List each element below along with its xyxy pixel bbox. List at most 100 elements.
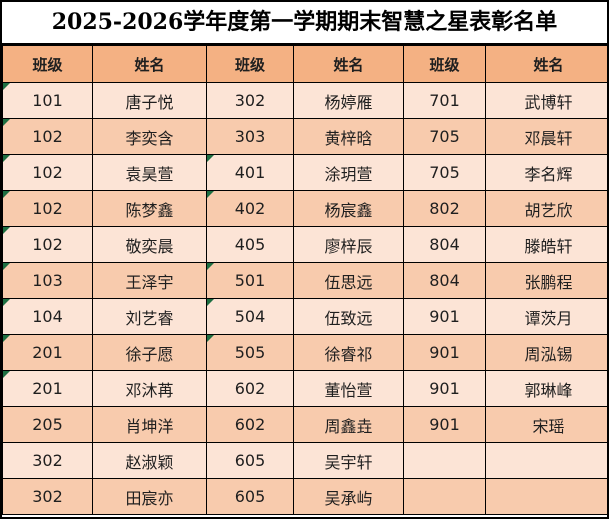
class-cell[interactable]: 102 — [2, 154, 93, 191]
name-cell[interactable]: 谭茨月 — [485, 298, 607, 335]
number-as-text-flag-icon — [207, 263, 214, 270]
class-cell[interactable]: 705 — [403, 154, 486, 191]
number-as-text-flag-icon — [3, 335, 10, 342]
class-cell[interactable]: 401 — [206, 154, 294, 191]
class-cell[interactable]: 101 — [2, 82, 93, 119]
name-cell[interactable]: 吴宇轩 — [293, 442, 404, 479]
name-cell[interactable]: 邓晨轩 — [485, 118, 607, 155]
name-cell[interactable]: 唐子悦 — [92, 82, 207, 119]
class-cell[interactable]: 804 — [403, 262, 486, 299]
class-cell[interactable]: 605 — [206, 478, 294, 515]
table-row: 102 袁昊萱 401 涂玥萱 705 李名辉 — [2, 154, 607, 191]
class-cell[interactable]: 901 — [403, 406, 486, 443]
table-row: 205 肖坤洋 602 周鑫垚 901 宋瑶 — [2, 406, 607, 443]
class-cell[interactable]: 302 — [2, 442, 93, 479]
name-cell[interactable]: 胡艺欣 — [485, 190, 607, 227]
page-title: 2025-2026学年度第一学期期末智慧之星表彰名单 — [2, 2, 607, 45]
header-cell-name-2[interactable]: 姓名 — [293, 45, 404, 83]
name-cell[interactable]: 伍思远 — [293, 262, 404, 299]
table-row: 102 敬奕晨 405 廖梓辰 804 滕皓轩 — [2, 226, 607, 263]
number-as-text-flag-icon — [3, 371, 10, 378]
name-cell[interactable]: 滕皓轩 — [485, 226, 607, 263]
class-cell[interactable]: 901 — [403, 298, 486, 335]
class-cell[interactable]: 104 — [2, 298, 93, 335]
number-as-text-flag-icon — [207, 299, 214, 306]
table-row: 302 田宸亦 605 吴承屿 — [2, 478, 607, 515]
name-cell[interactable]: 杨宸鑫 — [293, 190, 404, 227]
name-cell[interactable]: 田宸亦 — [92, 478, 207, 515]
name-cell[interactable]: 李奕含 — [92, 118, 207, 155]
class-cell[interactable]: 705 — [403, 118, 486, 155]
header-cell-name-3[interactable]: 姓名 — [485, 45, 607, 83]
name-cell[interactable]: 周泓锡 — [485, 334, 607, 371]
class-cell[interactable]: 402 — [206, 190, 294, 227]
header-row: 班级 姓名 班级 姓名 班级 姓名 — [2, 45, 607, 83]
table-row: 102 李奕含 303 黄梓晗 705 邓晨轩 — [2, 118, 607, 155]
class-cell[interactable]: 103 — [2, 262, 93, 299]
name-cell[interactable]: 徐睿祁 — [293, 334, 404, 371]
award-list-table: 班级 姓名 班级 姓名 班级 姓名 101 唐子悦 302 杨婷雁 701 武博轩 102 李… — [2, 45, 607, 515]
name-cell[interactable]: 伍致远 — [293, 298, 404, 335]
class-cell[interactable]: 102 — [2, 118, 93, 155]
name-cell[interactable]: 刘艺睿 — [92, 298, 207, 335]
class-cell[interactable]: 201 — [2, 370, 93, 407]
name-cell[interactable]: 宋瑶 — [485, 406, 607, 443]
name-cell[interactable]: 张鹏程 — [485, 262, 607, 299]
name-cell[interactable]: 肖坤洋 — [92, 406, 207, 443]
name-cell[interactable]: 黄梓晗 — [293, 118, 404, 155]
class-cell[interactable]: 605 — [206, 442, 294, 479]
class-cell[interactable]: 505 — [206, 334, 294, 371]
header-cell-class-3[interactable]: 班级 — [403, 45, 486, 83]
name-cell[interactable]: 王泽宇 — [92, 262, 207, 299]
class-cell[interactable]: 501 — [206, 262, 294, 299]
class-cell[interactable]: 602 — [206, 406, 294, 443]
name-cell[interactable] — [485, 442, 607, 479]
header-cell-name-1[interactable]: 姓名 — [92, 45, 207, 83]
number-as-text-flag-icon — [3, 83, 10, 90]
class-cell[interactable]: 303 — [206, 118, 294, 155]
class-cell[interactable]: 405 — [206, 226, 294, 263]
class-cell[interactable]: 102 — [2, 190, 93, 227]
class-cell[interactable]: 302 — [2, 478, 93, 515]
name-cell[interactable]: 董怡萱 — [293, 370, 404, 407]
class-cell[interactable]: 602 — [206, 370, 294, 407]
class-cell[interactable]: 701 — [403, 82, 486, 119]
name-cell[interactable] — [485, 478, 607, 515]
number-as-text-flag-icon — [207, 335, 214, 342]
name-cell[interactable]: 敬奕晨 — [92, 226, 207, 263]
name-cell[interactable]: 涂玥萱 — [293, 154, 404, 191]
name-cell[interactable]: 郭琳峰 — [485, 370, 607, 407]
class-cell[interactable]: 504 — [206, 298, 294, 335]
class-cell[interactable]: 804 — [403, 226, 486, 263]
name-cell[interactable]: 徐子愿 — [92, 334, 207, 371]
name-cell[interactable]: 李名辉 — [485, 154, 607, 191]
table-row: 102 陈梦鑫 402 杨宸鑫 802 胡艺欣 — [2, 190, 607, 227]
class-cell[interactable]: 802 — [403, 190, 486, 227]
name-cell[interactable]: 陈梦鑫 — [92, 190, 207, 227]
class-cell[interactable]: 901 — [403, 370, 486, 407]
class-cell[interactable]: 205 — [2, 406, 93, 443]
table-row: 104 刘艺睿 504 伍致远 901 谭茨月 — [2, 298, 607, 335]
number-as-text-flag-icon — [3, 263, 10, 270]
name-cell[interactable]: 吴承屿 — [293, 478, 404, 515]
table-body: 101 唐子悦 302 杨婷雁 701 武博轩 102 李奕含 303 黄梓晗 705 邓晨轩 102 袁… — [2, 82, 607, 515]
header-cell-class-2[interactable]: 班级 — [206, 45, 294, 83]
class-cell[interactable]: 102 — [2, 226, 93, 263]
name-cell[interactable]: 袁昊萱 — [92, 154, 207, 191]
table-row: 201 邓沐苒 602 董怡萱 901 郭琳峰 — [2, 370, 607, 407]
class-cell[interactable] — [403, 478, 486, 515]
number-as-text-flag-icon — [207, 191, 214, 198]
class-cell[interactable]: 201 — [2, 334, 93, 371]
class-cell[interactable]: 302 — [206, 82, 294, 119]
name-cell[interactable]: 杨婷雁 — [293, 82, 404, 119]
class-cell[interactable] — [403, 442, 486, 479]
header-cell-class-1[interactable]: 班级 — [2, 45, 93, 83]
name-cell[interactable]: 邓沐苒 — [92, 370, 207, 407]
name-cell[interactable]: 廖梓辰 — [293, 226, 404, 263]
name-cell[interactable]: 赵淑颖 — [92, 442, 207, 479]
number-as-text-flag-icon — [3, 119, 10, 126]
name-cell[interactable]: 周鑫垚 — [293, 406, 404, 443]
name-cell[interactable]: 武博轩 — [485, 82, 607, 119]
class-cell[interactable]: 901 — [403, 334, 486, 371]
